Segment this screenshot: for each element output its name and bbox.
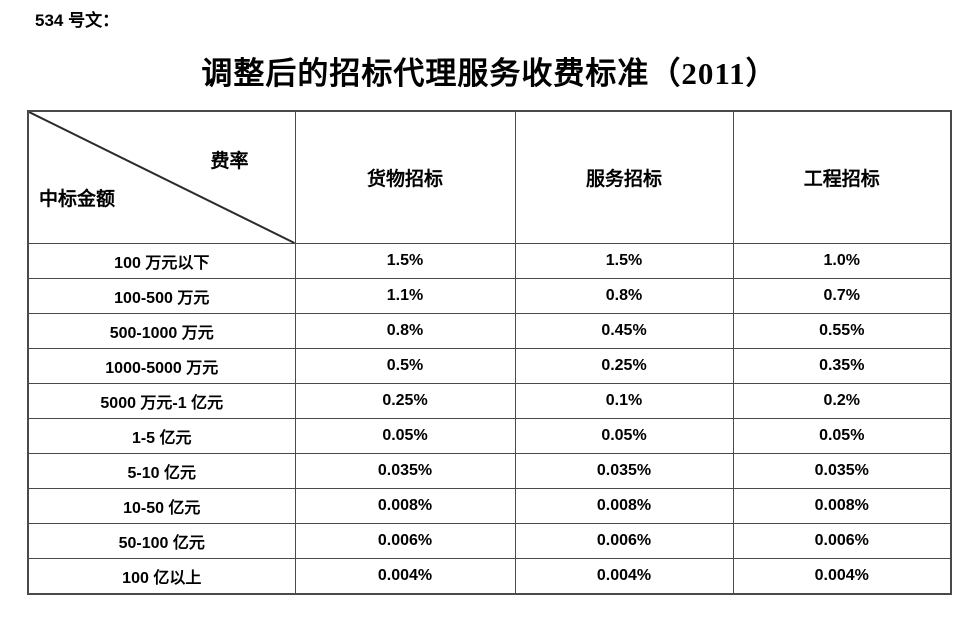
amount-range-cell: 500-1000 万元 bbox=[27, 313, 296, 349]
goods-rate-cell: 0.008% bbox=[294, 488, 516, 524]
engineering-rate-cell: 0.35% bbox=[732, 348, 952, 384]
table-corner-cell: 费率 中标金额 bbox=[27, 110, 296, 244]
amount-range-cell: 50-100 亿元 bbox=[27, 523, 296, 559]
table-row: 500-1000 万元 0.8% 0.45% 0.55% bbox=[27, 313, 952, 349]
corner-label-amount: 中标金额 bbox=[39, 189, 116, 210]
amount-range-cell: 100 万元以下 bbox=[27, 243, 296, 279]
engineering-rate-cell: 1.0% bbox=[732, 243, 952, 279]
service-rate-cell: 0.008% bbox=[514, 488, 734, 524]
engineering-rate-cell: 0.006% bbox=[732, 523, 952, 559]
goods-rate-cell: 0.5% bbox=[294, 348, 516, 384]
table-row: 5-10 亿元 0.035% 0.035% 0.035% bbox=[27, 453, 952, 489]
engineering-rate-cell: 0.7% bbox=[732, 278, 952, 314]
engineering-rate-cell: 0.004% bbox=[732, 558, 952, 595]
table-row: 100-500 万元 1.1% 0.8% 0.7% bbox=[27, 278, 952, 314]
table-row: 50-100 亿元 0.006% 0.006% 0.006% bbox=[27, 523, 952, 559]
service-rate-cell: 0.8% bbox=[514, 278, 734, 314]
amount-range-cell: 100 亿以上 bbox=[27, 558, 296, 595]
table-row: 1-5 亿元 0.05% 0.05% 0.05% bbox=[27, 418, 952, 454]
table-row: 5000 万元-1 亿元 0.25% 0.1% 0.2% bbox=[27, 383, 952, 419]
corner-label-rate: 费率 bbox=[210, 151, 249, 172]
table-header-row: 费率 中标金额 货物招标 服务招标 工程招标 bbox=[27, 110, 952, 244]
goods-rate-cell: 0.8% bbox=[294, 313, 516, 349]
amount-range-cell: 100-500 万元 bbox=[27, 278, 296, 314]
column-header-goods-bidding: 货物招标 bbox=[294, 110, 516, 244]
table-row: 1000-5000 万元 0.5% 0.25% 0.35% bbox=[27, 348, 952, 384]
table-row: 100 亿以上 0.004% 0.004% 0.004% bbox=[27, 558, 952, 595]
engineering-rate-cell: 0.55% bbox=[732, 313, 952, 349]
table-row: 10-50 亿元 0.008% 0.008% 0.008% bbox=[27, 488, 952, 524]
diagonal-divider-line bbox=[29, 112, 295, 243]
goods-rate-cell: 0.035% bbox=[294, 453, 516, 489]
goods-rate-cell: 0.05% bbox=[294, 418, 516, 454]
service-rate-cell: 0.004% bbox=[514, 558, 734, 595]
service-rate-cell: 0.45% bbox=[514, 313, 734, 349]
amount-range-cell: 1-5 亿元 bbox=[27, 418, 296, 454]
goods-rate-cell: 1.5% bbox=[294, 243, 516, 279]
service-rate-cell: 0.05% bbox=[514, 418, 734, 454]
goods-rate-cell: 0.006% bbox=[294, 523, 516, 559]
engineering-rate-cell: 0.2% bbox=[732, 383, 952, 419]
page-title: 调整后的招标代理服务收费标准（2011） bbox=[201, 56, 778, 91]
engineering-rate-cell: 0.05% bbox=[732, 418, 952, 454]
amount-range-cell: 5000 万元-1 亿元 bbox=[27, 383, 296, 419]
service-rate-cell: 0.006% bbox=[514, 523, 734, 559]
service-rate-cell: 0.035% bbox=[514, 453, 734, 489]
service-rate-cell: 0.25% bbox=[514, 348, 734, 384]
goods-rate-cell: 1.1% bbox=[294, 278, 516, 314]
amount-range-cell: 5-10 亿元 bbox=[27, 453, 296, 489]
doc-ref-label: 534 号文： bbox=[35, 11, 120, 30]
engineering-rate-cell: 0.008% bbox=[732, 488, 952, 524]
service-rate-cell: 1.5% bbox=[514, 243, 734, 279]
amount-range-cell: 1000-5000 万元 bbox=[27, 348, 296, 384]
column-header-service-bidding: 服务招标 bbox=[514, 110, 734, 244]
fee-rate-table: 费率 中标金额 货物招标 服务招标 工程招标 100 万元以下 1.5% 1.5… bbox=[27, 110, 952, 595]
amount-range-cell: 10-50 亿元 bbox=[27, 488, 296, 524]
goods-rate-cell: 0.004% bbox=[294, 558, 516, 595]
table-row: 100 万元以下 1.5% 1.5% 1.0% bbox=[27, 243, 952, 279]
service-rate-cell: 0.1% bbox=[514, 383, 734, 419]
column-header-engineering-bidding: 工程招标 bbox=[732, 110, 952, 244]
engineering-rate-cell: 0.035% bbox=[732, 453, 952, 489]
goods-rate-cell: 0.25% bbox=[294, 383, 516, 419]
